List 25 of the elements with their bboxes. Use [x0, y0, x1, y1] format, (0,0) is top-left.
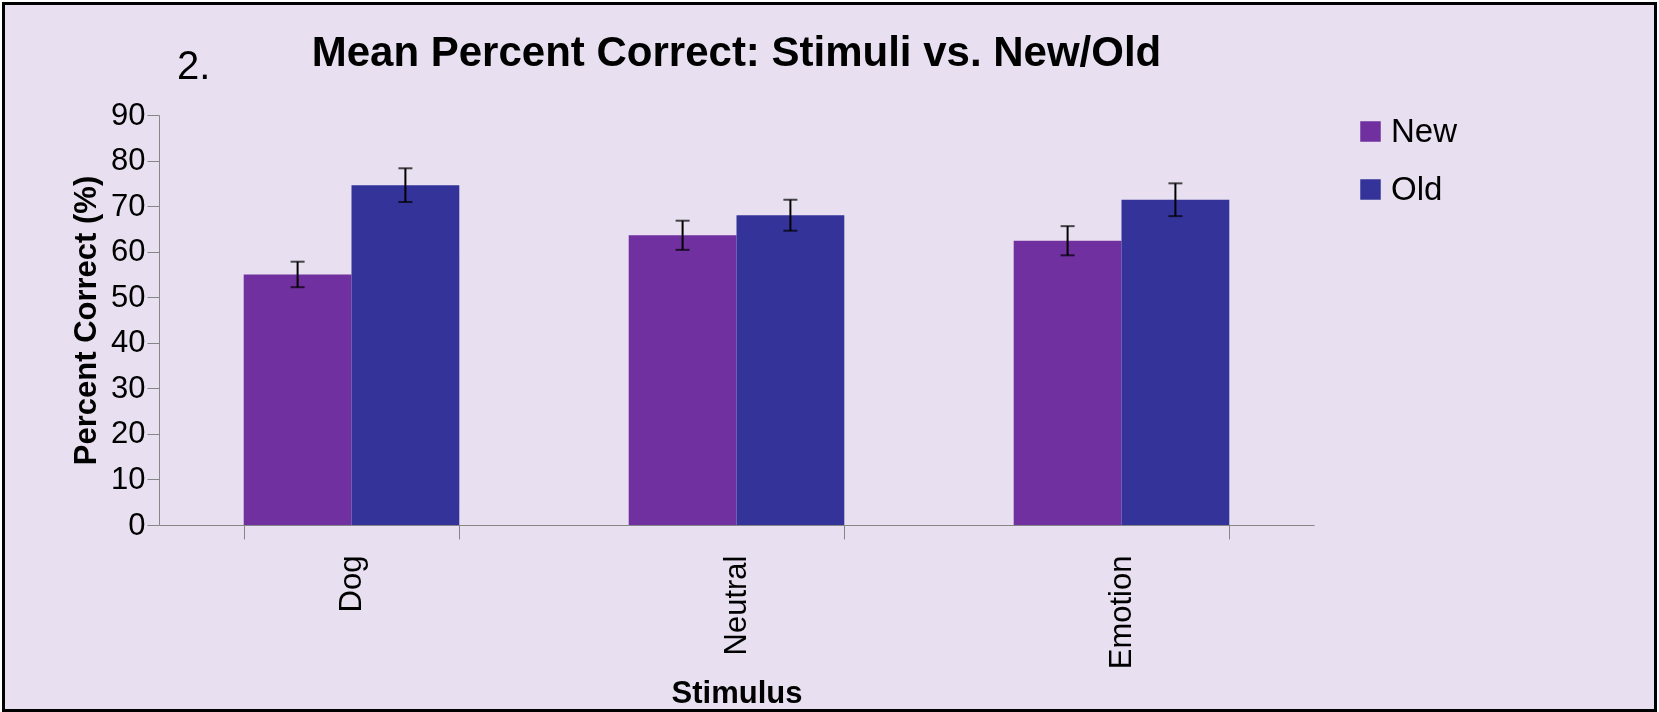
bar — [243, 274, 352, 525]
bar — [351, 185, 460, 525]
y-tick-label: 50 — [111, 278, 146, 314]
x-tick-label: Neutral — [718, 555, 753, 656]
chart-title: Mean Percent Correct: Stimuli vs. New/Old — [311, 28, 1162, 75]
y-tick-label: 30 — [111, 369, 146, 405]
y-axis-title: Percent Correct (%) — [68, 175, 104, 466]
bar — [1121, 199, 1230, 525]
x-tick-label: Dog — [333, 555, 368, 613]
bar — [628, 235, 737, 525]
y-tick-label: 40 — [111, 324, 146, 360]
y-tick-label: 60 — [111, 233, 146, 269]
bar — [736, 215, 845, 525]
legend-label: New — [1391, 111, 1458, 149]
legend-label: Old — [1391, 169, 1443, 207]
y-tick-label: 90 — [111, 96, 146, 132]
y-tick-label: 70 — [111, 187, 146, 223]
y-tick-label: 80 — [111, 142, 146, 178]
y-tick-label: 20 — [111, 415, 146, 451]
text: 2. — [177, 43, 211, 88]
x-axis-title: Stimulus — [671, 675, 803, 711]
bar — [1013, 240, 1122, 525]
x-tick-label: Emotion — [1103, 555, 1138, 670]
y-tick-label: 0 — [128, 506, 146, 542]
y-tick-label: 10 — [111, 460, 146, 496]
